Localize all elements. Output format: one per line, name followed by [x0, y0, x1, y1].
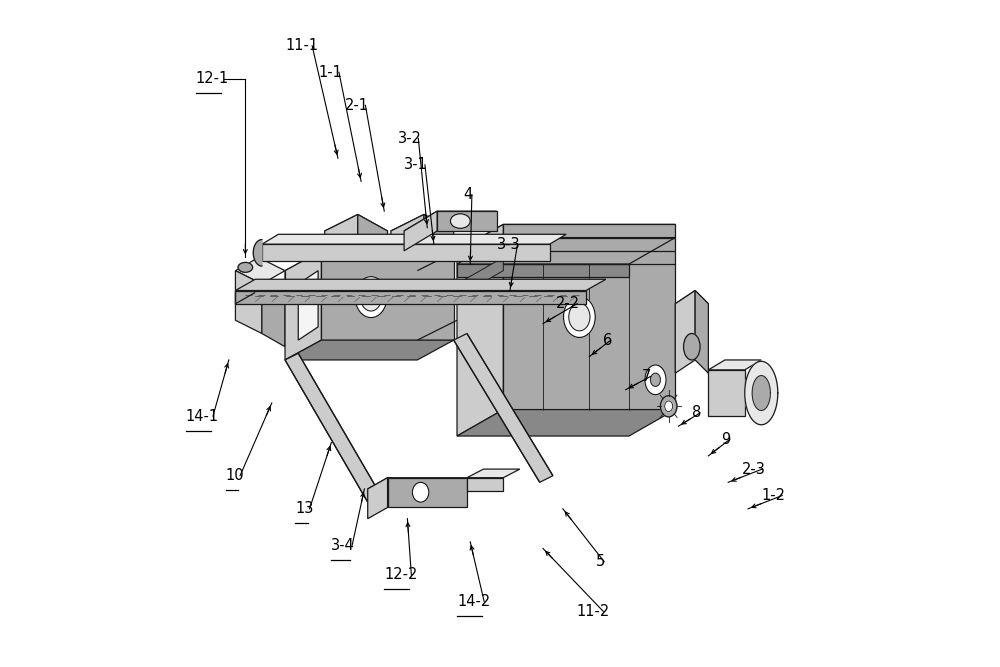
Polygon shape	[675, 291, 695, 374]
Ellipse shape	[660, 396, 677, 417]
Polygon shape	[457, 264, 629, 277]
Polygon shape	[368, 478, 388, 519]
Ellipse shape	[645, 365, 666, 395]
Text: 3-3: 3-3	[497, 237, 520, 251]
Polygon shape	[235, 291, 586, 303]
Polygon shape	[253, 239, 262, 266]
Polygon shape	[235, 271, 262, 334]
Polygon shape	[285, 354, 381, 502]
Polygon shape	[298, 271, 318, 340]
Polygon shape	[358, 214, 388, 251]
Polygon shape	[262, 284, 285, 347]
Text: 3-2: 3-2	[397, 131, 421, 146]
Polygon shape	[467, 478, 503, 491]
Polygon shape	[325, 214, 388, 247]
Ellipse shape	[450, 214, 470, 228]
Polygon shape	[321, 251, 454, 340]
Text: 13: 13	[295, 502, 313, 516]
Text: 6: 6	[603, 333, 612, 348]
Polygon shape	[457, 224, 503, 436]
Polygon shape	[437, 211, 497, 231]
Polygon shape	[457, 257, 503, 297]
Polygon shape	[752, 376, 770, 410]
Ellipse shape	[412, 482, 429, 502]
Text: 5: 5	[596, 554, 605, 569]
Text: 3-1: 3-1	[404, 157, 428, 172]
Ellipse shape	[360, 283, 382, 311]
Polygon shape	[457, 410, 675, 436]
Polygon shape	[404, 211, 497, 231]
Ellipse shape	[569, 303, 590, 331]
Text: 2-1: 2-1	[345, 98, 369, 113]
Text: 11-2: 11-2	[576, 604, 609, 619]
Text: 1-2: 1-2	[761, 488, 785, 503]
Polygon shape	[262, 244, 550, 261]
Polygon shape	[368, 478, 467, 489]
Text: 4: 4	[464, 187, 473, 202]
Polygon shape	[745, 362, 778, 425]
Text: 14-1: 14-1	[186, 409, 219, 424]
Text: 1-1: 1-1	[318, 65, 342, 80]
Polygon shape	[457, 224, 675, 251]
Polygon shape	[708, 370, 745, 416]
Ellipse shape	[665, 401, 673, 412]
Text: 2-2: 2-2	[556, 296, 580, 311]
Polygon shape	[391, 214, 454, 247]
Polygon shape	[424, 214, 454, 251]
Polygon shape	[695, 291, 708, 374]
Ellipse shape	[684, 334, 700, 360]
Polygon shape	[235, 279, 606, 291]
Ellipse shape	[355, 277, 387, 317]
Polygon shape	[325, 214, 358, 251]
Polygon shape	[457, 237, 675, 264]
Polygon shape	[388, 478, 467, 508]
Text: 14-2: 14-2	[457, 594, 490, 609]
Ellipse shape	[563, 296, 595, 338]
Polygon shape	[708, 360, 761, 370]
Text: 9: 9	[722, 432, 731, 447]
Polygon shape	[503, 224, 675, 410]
Polygon shape	[467, 469, 520, 478]
Text: 12-1: 12-1	[196, 71, 229, 86]
Polygon shape	[285, 340, 454, 360]
Text: 7: 7	[642, 369, 652, 384]
Polygon shape	[391, 214, 424, 251]
Polygon shape	[404, 211, 437, 251]
Text: 3-4: 3-4	[331, 538, 355, 553]
Polygon shape	[285, 251, 321, 360]
Polygon shape	[262, 234, 566, 244]
Polygon shape	[454, 334, 553, 482]
Ellipse shape	[650, 374, 660, 386]
Text: 2-3: 2-3	[741, 462, 765, 477]
Text: 8: 8	[692, 406, 701, 420]
Text: 10: 10	[226, 468, 244, 483]
Polygon shape	[285, 251, 454, 271]
Polygon shape	[235, 257, 285, 284]
Polygon shape	[675, 291, 708, 317]
Text: 12-2: 12-2	[384, 568, 418, 582]
Text: 11-1: 11-1	[285, 38, 318, 53]
Ellipse shape	[238, 262, 253, 272]
